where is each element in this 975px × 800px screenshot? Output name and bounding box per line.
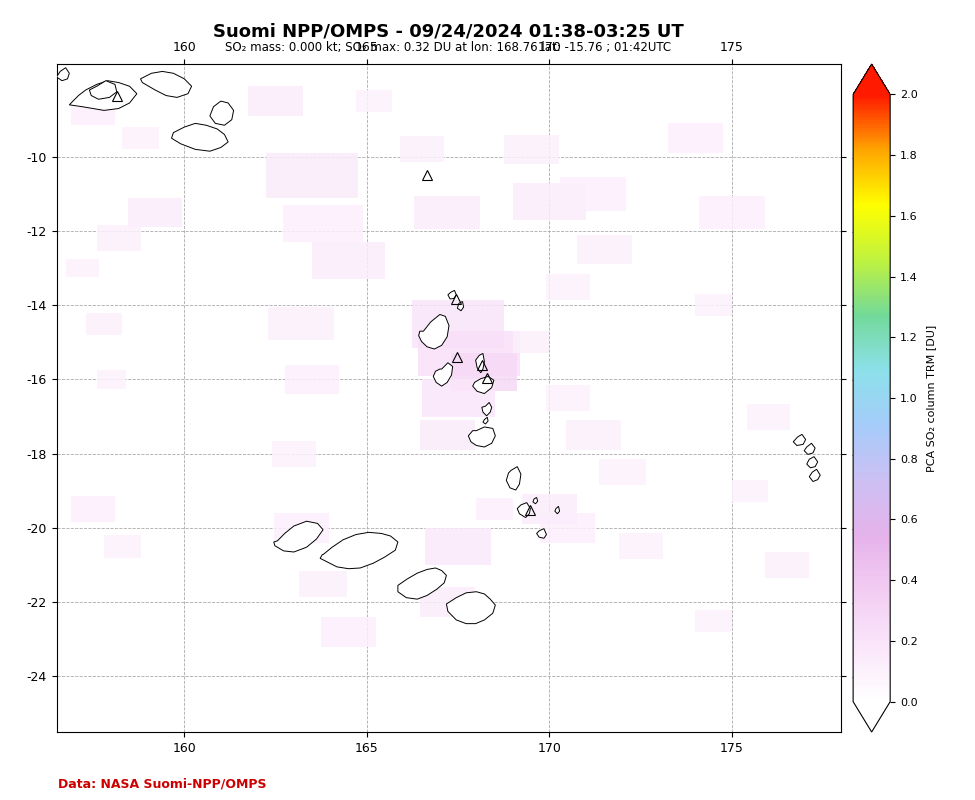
Polygon shape [794,434,805,446]
Bar [540,513,595,542]
Bar [561,177,626,210]
Bar [477,498,513,521]
Bar [86,313,122,335]
Bar [321,617,376,646]
Bar [732,480,768,502]
Polygon shape [448,290,456,299]
Bar [71,496,115,522]
Bar [513,182,586,220]
Bar [412,300,504,348]
Bar [513,331,549,354]
Polygon shape [69,81,136,110]
Bar [272,441,316,466]
Bar [285,365,339,394]
Bar [450,354,517,390]
Bar [695,294,732,316]
Bar [421,379,494,417]
Bar [747,403,791,430]
Polygon shape [57,68,69,81]
Polygon shape [55,33,86,53]
Bar [266,153,358,198]
Polygon shape [447,592,495,624]
Polygon shape [398,568,447,599]
Polygon shape [806,457,818,468]
Bar [414,196,480,229]
Bar [599,459,646,486]
Bar [97,370,126,389]
PathPatch shape [853,702,890,732]
Bar [104,535,140,558]
Bar [668,123,722,153]
Polygon shape [476,354,485,373]
Bar [268,307,334,341]
Polygon shape [518,502,530,518]
Polygon shape [210,101,234,126]
Bar [71,99,115,126]
Bar [420,420,475,450]
Bar [400,136,444,162]
Bar [274,513,329,542]
Polygon shape [433,362,452,386]
Bar [283,205,364,242]
Bar [97,226,140,251]
Polygon shape [274,522,323,552]
Polygon shape [809,470,820,482]
Bar [128,198,182,227]
Polygon shape [482,402,491,416]
Polygon shape [536,529,546,538]
Text: SO₂ mass: 0.000 kt; SO₂ max: 0.32 DU at lon: 168.76 lat: -15.76 ; 01:42UTC: SO₂ mass: 0.000 kt; SO₂ max: 0.32 DU at … [225,42,672,54]
Polygon shape [140,71,192,98]
Polygon shape [90,81,117,99]
Polygon shape [555,506,560,514]
PathPatch shape [853,64,890,94]
Bar [566,420,620,450]
Bar [764,552,808,578]
Bar [249,86,303,116]
Polygon shape [457,302,463,310]
Polygon shape [533,498,537,504]
Bar [699,196,764,229]
Bar [356,90,392,112]
Bar [546,385,590,411]
Polygon shape [804,443,815,454]
Polygon shape [468,427,495,447]
Polygon shape [418,314,449,349]
Text: Suomi NPP/OMPS - 09/24/2024 01:38-03:25 UT: Suomi NPP/OMPS - 09/24/2024 01:38-03:25 … [214,23,683,41]
Polygon shape [483,418,488,424]
Polygon shape [172,123,228,151]
Text: Data: NASA Suomi-NPP/OMPS: Data: NASA Suomi-NPP/OMPS [58,778,267,790]
Bar [418,331,521,376]
Bar [522,494,577,524]
Bar [65,259,98,278]
Bar [695,610,732,632]
Bar [122,127,159,150]
Bar [619,534,663,559]
Bar [425,528,491,565]
Bar [546,274,590,300]
Bar [312,242,385,279]
Bar [577,234,632,265]
Bar [504,134,559,164]
Bar [420,587,475,617]
Y-axis label: PCA SO₂ column TRM [DU]: PCA SO₂ column TRM [DU] [926,324,936,472]
Polygon shape [506,466,521,490]
Polygon shape [473,377,494,394]
Bar [299,570,347,597]
Polygon shape [320,532,398,569]
